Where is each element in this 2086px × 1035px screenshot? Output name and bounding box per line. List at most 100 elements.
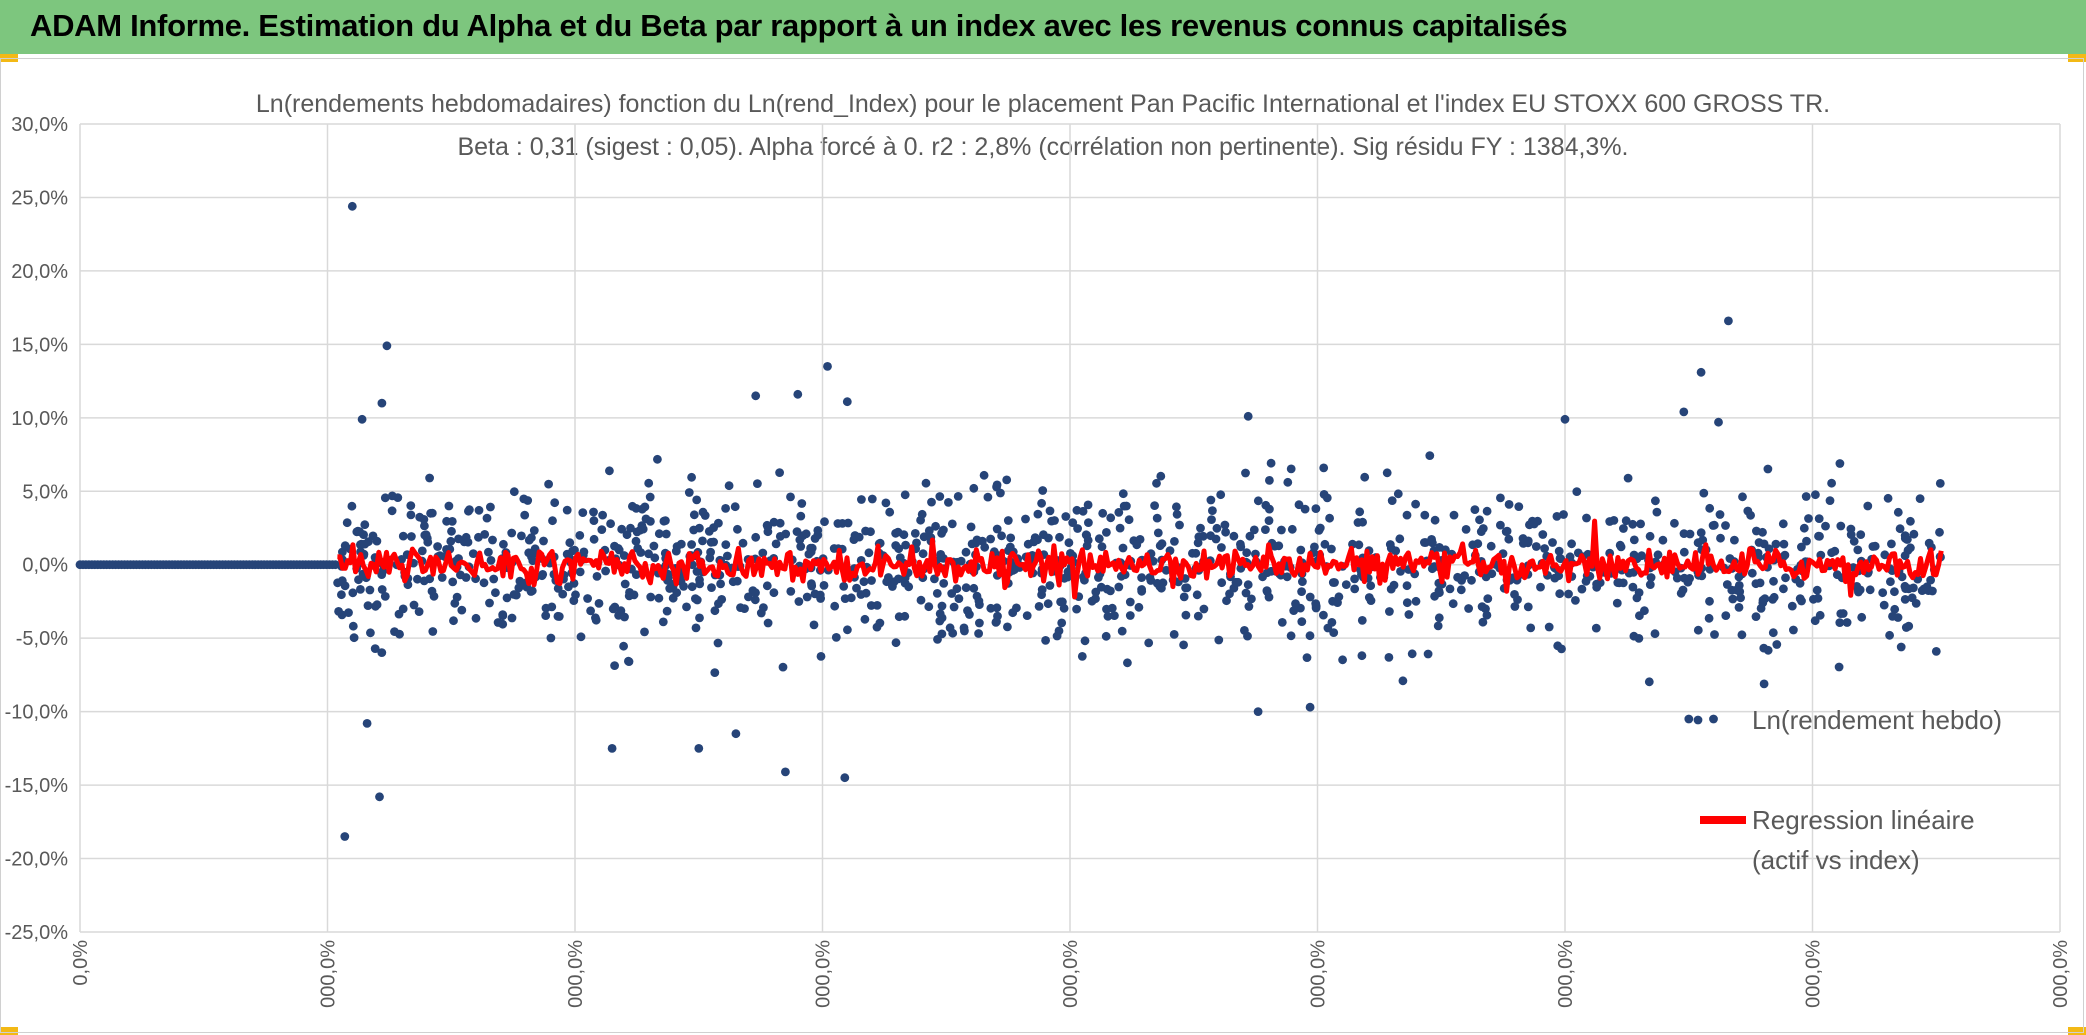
data-point — [1193, 611, 1203, 621]
data-point — [1552, 512, 1562, 521]
data-point — [1572, 487, 1582, 496]
data-point — [1810, 616, 1820, 626]
data-point — [1883, 493, 1893, 503]
data-point — [692, 495, 702, 505]
data-point — [802, 592, 812, 602]
data-point — [1240, 626, 1249, 635]
data-point — [1434, 613, 1444, 623]
data-point — [744, 592, 753, 602]
data-point — [947, 519, 957, 529]
data-point — [794, 597, 804, 606]
data-point — [1207, 515, 1216, 524]
data-point — [1801, 492, 1811, 501]
data-point — [387, 506, 397, 516]
data-point — [1395, 534, 1405, 544]
data-point — [1734, 603, 1744, 612]
data-point — [589, 516, 599, 525]
legend-marker-points — [1693, 715, 1703, 725]
data-point — [792, 527, 802, 536]
data-point — [1425, 451, 1435, 460]
data-point — [1696, 528, 1706, 538]
data-point — [842, 397, 852, 407]
data-point — [1449, 510, 1459, 520]
data-point — [601, 566, 610, 576]
data-point — [406, 510, 416, 520]
data-point — [687, 540, 696, 549]
data-point — [1115, 523, 1125, 533]
data-point — [1900, 551, 1910, 561]
data-point — [1423, 649, 1433, 659]
data-point — [944, 498, 953, 507]
data-point — [488, 535, 497, 545]
data-point — [748, 586, 758, 595]
report-header: ADAM Informe. Estimation du Alpha et du … — [0, 0, 2086, 54]
data-point — [1338, 655, 1347, 665]
data-point — [1482, 506, 1492, 516]
data-point — [672, 588, 682, 598]
data-point — [1319, 463, 1329, 473]
data-point — [1825, 496, 1835, 505]
data-point — [1737, 630, 1747, 640]
data-point — [1693, 625, 1703, 635]
data-point — [884, 573, 893, 582]
data-point — [1325, 513, 1334, 523]
data-point — [1083, 500, 1093, 510]
data-point — [1231, 577, 1241, 587]
data-point — [468, 549, 478, 558]
data-point — [659, 516, 669, 526]
data-point — [733, 524, 742, 534]
data-point — [1900, 533, 1910, 543]
data-point — [894, 612, 904, 622]
data-point — [1393, 489, 1403, 499]
data-point — [377, 570, 387, 579]
data-point — [1645, 531, 1655, 541]
data-point — [546, 633, 556, 643]
data-point — [344, 608, 353, 617]
data-point — [1787, 601, 1797, 611]
data-point — [1353, 518, 1363, 527]
data-point — [562, 505, 572, 515]
data-point — [1287, 524, 1297, 534]
data-point — [1037, 585, 1047, 594]
data-point — [414, 607, 424, 616]
data-point — [491, 588, 500, 598]
data-point — [997, 531, 1006, 541]
data-point — [606, 519, 615, 529]
data-point — [1328, 596, 1337, 606]
data-point — [1518, 534, 1528, 543]
data-point — [974, 629, 983, 638]
data-point — [380, 592, 390, 601]
data-point — [1487, 569, 1497, 579]
data-point — [1758, 595, 1768, 605]
data-point — [576, 632, 586, 642]
corner-accent-bottom-right — [2068, 1027, 2086, 1035]
data-point — [1155, 541, 1165, 551]
data-point — [1061, 512, 1071, 521]
data-point — [1461, 525, 1471, 534]
data-point — [1294, 500, 1304, 510]
data-point — [1029, 537, 1039, 547]
data-point — [1319, 610, 1328, 620]
data-point — [1245, 531, 1255, 541]
data-point — [1846, 524, 1856, 534]
data-point — [1101, 631, 1111, 641]
data-point — [644, 478, 654, 488]
data-point — [1038, 486, 1048, 495]
data-point — [1732, 585, 1741, 595]
data-point — [578, 508, 588, 517]
data-point — [1670, 518, 1679, 528]
x-tick-label: 000,0% — [1308, 940, 1330, 1008]
data-point — [486, 556, 496, 565]
data-point — [1206, 495, 1216, 505]
data-point — [975, 600, 984, 609]
data-point — [983, 492, 993, 502]
data-point — [1721, 521, 1730, 530]
data-point — [1073, 524, 1082, 533]
y-tick-label: -25,0% — [5, 922, 69, 944]
data-point — [1879, 600, 1889, 610]
data-point — [449, 616, 458, 626]
data-point — [1384, 653, 1394, 662]
data-point — [762, 581, 772, 591]
data-point — [1699, 488, 1709, 498]
